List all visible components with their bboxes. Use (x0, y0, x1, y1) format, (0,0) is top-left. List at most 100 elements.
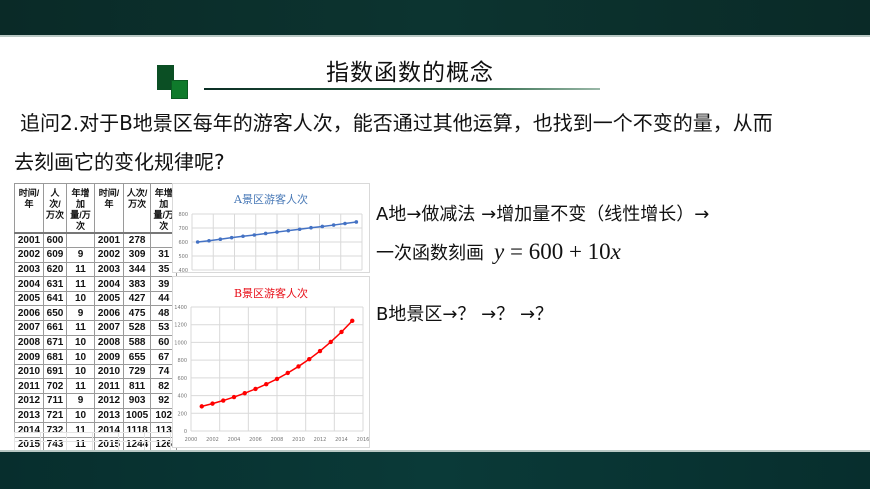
table-cell: 2003 (94, 261, 124, 278)
table-cell: 278 (122, 232, 152, 249)
chart-b-visitors: 1400 1200 1000 800 600 400 200 0 2000 2002 2004 200… (172, 276, 370, 448)
table-cell: 2006 (94, 305, 124, 322)
table-cell (66, 232, 95, 249)
table-row: 2005 641 10 2005 427 44 (14, 290, 178, 307)
table-header-cell: 时间/年 (94, 183, 124, 234)
note-a-line-2-text: 一次函数刻画 (376, 243, 484, 264)
table-cell: 588 (122, 334, 152, 351)
table-body: 2001 600 2001 278 2002 609 9 2002 309 31 2003 620 11… (14, 232, 178, 453)
table-cell: 11 (66, 378, 95, 395)
table-row: 2006 650 9 2006 475 48 (14, 305, 178, 322)
table-cell: 681 (43, 349, 67, 365)
svg-text:2000: 2000 (185, 437, 198, 443)
table-cell: 2008 (14, 334, 44, 351)
spreadsheet-empty-grid (14, 432, 172, 450)
table-cell: 2013 (14, 407, 44, 424)
table-cell: 309 (122, 247, 152, 263)
table-cell: 528 (122, 320, 152, 336)
bottom-banner (0, 450, 870, 489)
table-header-row: 时间/年 人次/万次 年增加 量/万次 时间/年 人次/万次 年增加 量/万次 (14, 183, 178, 234)
table-header-cell: 时间/年 (14, 183, 44, 234)
chart-a-title: A景区游客人次 (234, 193, 308, 206)
svg-text:2016: 2016 (357, 437, 370, 443)
svg-text:2002: 2002 (206, 437, 219, 443)
question-text: 追问2.对于B地景区每年的游客人次，能否通过其他运算，也找到一个不变的量，从而 … (14, 104, 864, 182)
title-underline (204, 88, 600, 90)
svg-text:800: 800 (178, 212, 188, 218)
chart-b-title: B景区游客人次 (233, 287, 309, 300)
svg-text:2014: 2014 (335, 437, 348, 443)
table-cell: 11 (66, 320, 95, 336)
table-cell: 655 (122, 349, 152, 365)
table-cell: 2002 (14, 247, 44, 263)
svg-text:0: 0 (184, 429, 187, 435)
table-cell: 2001 (94, 232, 124, 249)
table-cell: 2012 (14, 393, 44, 409)
table-cell: 10 (66, 407, 95, 424)
svg-text:400: 400 (178, 268, 188, 274)
note-a-line-2: 一次函数刻画 y = 600 + 10x (376, 233, 709, 272)
visitor-data-table: 时间/年 人次/万次 年增加 量/万次 时间/年 人次/万次 年增加 量/万次 2001 600… (14, 183, 178, 453)
table-cell: 2004 (94, 276, 124, 292)
table-cell: 721 (43, 407, 67, 424)
table-cell: 2011 (14, 378, 44, 395)
analysis-notes: A地→做减法 →增加量不变（线性增长）→ 一次函数刻画 y = 600 + 10x… (376, 196, 709, 333)
table-cell: 620 (43, 261, 67, 278)
table-cell: 2009 (94, 349, 124, 365)
svg-text:500: 500 (178, 254, 188, 260)
table-cell: 2008 (94, 334, 124, 351)
table-cell: 10 (66, 290, 95, 307)
linear-formula: y = 600 + 10x (494, 239, 621, 264)
table-cell: 2009 (14, 349, 44, 365)
table-cell: 9 (66, 247, 95, 263)
svg-text:1400: 1400 (174, 305, 187, 311)
table-cell: 691 (43, 363, 67, 380)
table-cell: 2001 (14, 232, 44, 249)
chart-a-plot: 800 700 600 500 400 (178, 212, 363, 274)
table-row: 2009 681 10 2009 655 67 (14, 349, 178, 365)
table-row: 2007 661 11 2007 528 53 (14, 320, 178, 336)
table-cell: 2007 (94, 320, 124, 336)
table-cell: 2004 (14, 276, 44, 292)
table-cell: 2007 (14, 320, 44, 336)
table-cell: 600 (43, 232, 67, 249)
svg-text:1000: 1000 (174, 340, 187, 346)
table-cell: 427 (122, 290, 152, 307)
table-cell: 2010 (14, 363, 44, 380)
table-cell: 2006 (14, 305, 44, 322)
table-header-cell: 人次/万次 (43, 183, 67, 234)
table-cell: 711 (43, 393, 67, 409)
table-row: 2012 711 9 2012 903 92 (14, 393, 178, 409)
svg-text:2010: 2010 (292, 437, 305, 443)
table-cell: 2011 (94, 378, 124, 395)
table-cell: 344 (122, 261, 152, 278)
svg-text:2006: 2006 (249, 437, 262, 443)
question-line-2: 去刻画它的变化规律呢? (14, 150, 225, 174)
svg-text:600: 600 (177, 376, 187, 382)
table-cell: 475 (122, 305, 152, 322)
table-row: 2008 671 10 2008 588 60 (14, 334, 178, 351)
table-header-cell: 年增加 量/万次 (66, 183, 95, 234)
table-cell: 2012 (94, 393, 124, 409)
svg-text:2008: 2008 (271, 437, 284, 443)
title-decoration-square-light (171, 80, 188, 99)
table-row: 2002 609 9 2002 309 31 (14, 247, 178, 263)
table-cell: 2005 (14, 290, 44, 307)
table-cell: 11 (66, 261, 95, 278)
table-cell: 2010 (94, 363, 124, 380)
slide-title: 指数函数的概念 (326, 60, 494, 86)
table-cell: 641 (43, 290, 67, 307)
table-cell: 1005 (122, 407, 152, 424)
table-row: 2004 631 11 2004 383 39 (14, 276, 178, 292)
top-banner (0, 0, 870, 37)
svg-text:1200: 1200 (174, 323, 187, 329)
table-cell: 650 (43, 305, 67, 322)
svg-text:400: 400 (177, 394, 187, 400)
table-cell: 811 (122, 378, 152, 395)
svg-text:600: 600 (178, 240, 188, 246)
question-line-1: 追问2.对于B地景区每年的游客人次，能否通过其他运算，也找到一个不变的量，从而 (20, 111, 773, 135)
table-row: 2013 721 10 2013 1005 102 (14, 407, 178, 424)
table-cell: 10 (66, 349, 95, 365)
table-row: 2011 702 11 2011 811 82 (14, 378, 178, 395)
